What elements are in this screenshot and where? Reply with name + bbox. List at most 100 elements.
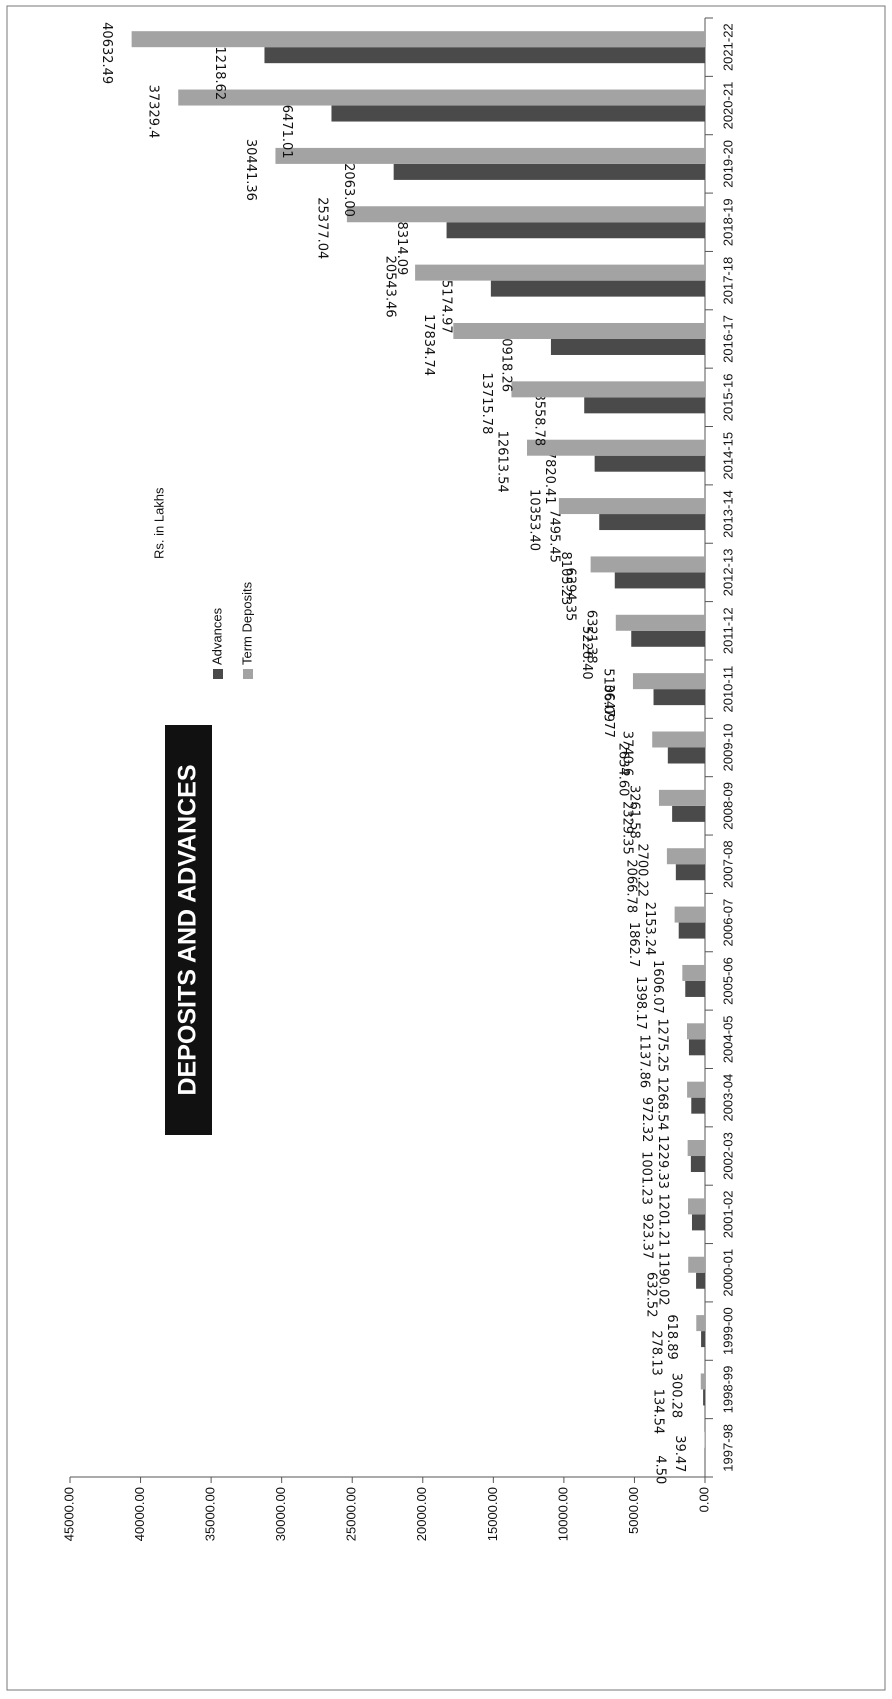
bar xyxy=(682,964,705,981)
y-tick-label: 5000.00 xyxy=(626,1487,641,1534)
bar xyxy=(688,1198,706,1215)
y-tick-label: 40000.00 xyxy=(132,1487,147,1541)
y-tick-label: 20000.00 xyxy=(414,1487,429,1541)
x-tick-label: 2021-22 xyxy=(720,23,735,71)
data-label: 1190.02 xyxy=(656,1252,671,1306)
data-label: 22063.00 xyxy=(341,155,356,217)
data-label: 8105.23 xyxy=(558,552,573,606)
data-label: 278.13 xyxy=(649,1330,664,1376)
bar xyxy=(550,338,705,355)
data-label: 1606.07 xyxy=(650,960,665,1014)
bar xyxy=(691,1214,705,1231)
data-label: 4.50 xyxy=(652,1455,667,1484)
bar xyxy=(131,31,705,48)
bar xyxy=(584,397,705,414)
data-label: 6394.35 xyxy=(562,568,577,622)
data-label: 2634.60 xyxy=(615,743,630,797)
data-label: 300.28 xyxy=(668,1373,683,1419)
bar xyxy=(446,222,705,239)
bar xyxy=(666,848,706,865)
x-tick-label: 1998-99 xyxy=(720,1366,735,1414)
y-tick-label: 45000.00 xyxy=(61,1487,76,1541)
data-label: 25377.04 xyxy=(314,197,329,259)
data-label: 7495.45 xyxy=(547,509,562,563)
bar xyxy=(667,747,706,764)
bar xyxy=(652,731,706,748)
data-label: 18314.09 xyxy=(394,213,409,275)
data-label: 13715.78 xyxy=(479,372,494,434)
x-tick-label: 2004-05 xyxy=(720,1015,735,1063)
data-label: 20543.46 xyxy=(383,256,398,318)
bar xyxy=(704,1431,706,1448)
frame xyxy=(6,5,886,1691)
x-tick-label: 2019-20 xyxy=(720,140,735,188)
bar xyxy=(393,163,705,180)
bar xyxy=(672,805,706,822)
bar xyxy=(701,1331,705,1348)
bar xyxy=(511,381,705,398)
bar xyxy=(688,1039,706,1056)
x-tick-label: 2009-10 xyxy=(720,724,735,772)
y-tick-label: 0.00 xyxy=(696,1487,711,1512)
y-tick-label: 25000.00 xyxy=(344,1487,359,1541)
x-tick-label: 2020-21 xyxy=(720,82,735,130)
bar xyxy=(558,498,706,515)
x-tick-label: 1999-00 xyxy=(720,1307,735,1355)
data-label: 618.89 xyxy=(664,1314,679,1360)
data-label: 1268.54 xyxy=(655,1077,670,1131)
bar xyxy=(696,1272,706,1289)
data-label: 1201.21 xyxy=(656,1193,671,1247)
data-label: 1862.7 xyxy=(626,922,641,968)
bar xyxy=(614,572,705,589)
bar xyxy=(594,455,705,472)
data-label: 15174.97 xyxy=(438,272,453,334)
data-label: 134.54 xyxy=(651,1389,666,1435)
data-label: 10918.26 xyxy=(498,330,513,392)
x-tick-label: 2007-08 xyxy=(720,840,735,888)
legend-label: Advances xyxy=(209,607,224,665)
bar xyxy=(599,514,706,531)
x-tick-label: 2000-01 xyxy=(720,1249,735,1297)
x-tick-label: 2006-07 xyxy=(720,899,735,947)
bar xyxy=(691,1097,705,1114)
chart-title: DEPOSITS AND ADVANCES xyxy=(174,764,202,1095)
bar xyxy=(690,1156,705,1173)
bar xyxy=(264,47,705,64)
x-tick-label: 2018-19 xyxy=(720,198,735,246)
y-tick-label: 35000.00 xyxy=(203,1487,218,1541)
data-label: 2153.24 xyxy=(642,902,657,956)
data-label: 1398.17 xyxy=(633,976,648,1030)
bar xyxy=(658,789,705,806)
data-label: 40632.49 xyxy=(99,22,114,84)
bar xyxy=(615,614,705,631)
legend-label: Term Deposits xyxy=(239,581,254,665)
bar xyxy=(685,980,705,997)
data-label: 39.47 xyxy=(672,1435,687,1472)
data-label: 6321.38 xyxy=(583,610,598,664)
data-label: 1229.33 xyxy=(655,1135,670,1189)
x-tick-label: 2013-14 xyxy=(720,490,735,538)
data-label: 3261.58 xyxy=(626,785,641,839)
bar xyxy=(346,206,705,223)
x-tick-label: 2012-13 xyxy=(720,549,735,597)
bar xyxy=(703,1389,706,1406)
data-label: 8558.78 xyxy=(532,392,547,446)
bar xyxy=(674,906,706,923)
bar xyxy=(688,1256,706,1273)
x-tick-label: 2010-11 xyxy=(720,666,735,713)
x-tick-label: 2005-06 xyxy=(720,957,735,1005)
bar xyxy=(527,439,705,456)
unit-label: Rs. in Lakhs xyxy=(151,487,166,559)
bar xyxy=(687,1023,706,1040)
data-label: 31218.62 xyxy=(212,38,227,100)
bar xyxy=(678,922,705,939)
bar xyxy=(632,673,705,690)
bar xyxy=(631,630,706,647)
x-tick-label: 2008-09 xyxy=(720,782,735,830)
x-tick-label: 2002-03 xyxy=(720,1132,735,1180)
legend-swatch xyxy=(213,669,223,679)
data-label: 1275.25 xyxy=(655,1018,670,1072)
x-tick-label: 2003-04 xyxy=(720,1074,735,1122)
data-label: 37329.4 xyxy=(146,85,161,139)
